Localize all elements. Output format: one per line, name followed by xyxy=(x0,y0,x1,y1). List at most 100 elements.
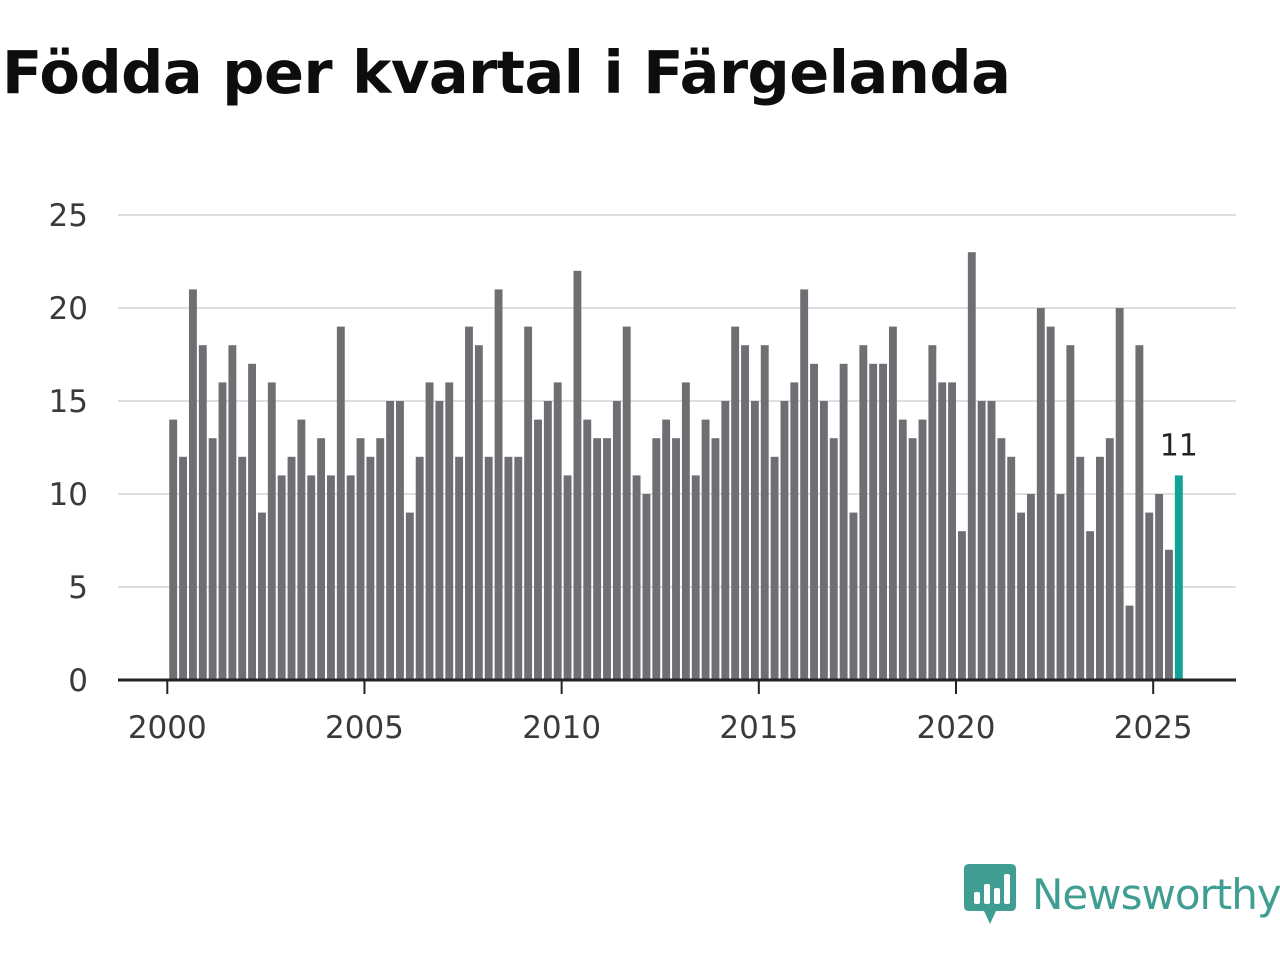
bar-2001-q1 xyxy=(208,438,217,680)
y-tick-label-0: 0 xyxy=(68,663,88,699)
bar-2017-q2 xyxy=(849,512,858,680)
bar-2023-q4 xyxy=(1105,438,1114,680)
y-tick-label-10: 10 xyxy=(49,477,88,513)
bar-2013-q4 xyxy=(711,438,720,680)
bar-2023-q1 xyxy=(1076,456,1085,680)
x-tick-label-2005: 2005 xyxy=(325,710,404,746)
bar-2025-q2 xyxy=(1165,549,1173,680)
bar-2005-q3 xyxy=(386,401,395,680)
bar-2008-q4 xyxy=(514,456,523,680)
bar-2004-q2 xyxy=(336,326,345,680)
bar-2019-q1 xyxy=(918,419,927,680)
bar-2005-q1 xyxy=(366,456,375,680)
bar-2009-q3 xyxy=(543,401,552,680)
bar-2022-q4 xyxy=(1066,345,1075,680)
bar-2002-q1 xyxy=(248,363,257,680)
bar-2021-q2 xyxy=(1007,456,1016,680)
bar-2013-q3 xyxy=(701,419,710,680)
bar-2016-q2 xyxy=(810,363,818,680)
bar-2000-q4 xyxy=(198,345,207,680)
bar-2024-q1 xyxy=(1115,308,1124,680)
bar-2021-q4 xyxy=(1026,494,1035,680)
x-tick-label-2010: 2010 xyxy=(522,710,601,746)
bar-2000-q2 xyxy=(179,456,188,680)
bar-2019-q2 xyxy=(928,345,937,680)
bar-2018-q1 xyxy=(879,363,887,680)
bar-2016-q4 xyxy=(829,438,838,680)
bar-2022-q1 xyxy=(1036,308,1045,680)
bar-2013-q1 xyxy=(681,382,690,680)
bar-2019-q4 xyxy=(948,382,957,680)
bar-2008-q2 xyxy=(494,289,503,680)
bar-2003-q2 xyxy=(297,419,306,680)
bar-2019-q3 xyxy=(938,382,947,680)
bar-2016-q1 xyxy=(800,289,809,680)
bar-2017-q4 xyxy=(869,363,878,680)
newsworthy-logo-icon xyxy=(964,864,1016,924)
chart-title: Födda per kvartal i Färgelanda xyxy=(2,38,1011,107)
bar-2002-q3 xyxy=(267,382,276,680)
y-tick-label-5: 5 xyxy=(68,570,88,606)
bar-2000-q3 xyxy=(188,289,197,680)
bar-2012-q1 xyxy=(642,494,651,680)
bar-2007-q4 xyxy=(474,345,483,680)
bar-2008-q1 xyxy=(484,456,493,680)
axes xyxy=(118,678,1236,694)
bar-2017-q3 xyxy=(859,345,868,680)
bar-2001-q4 xyxy=(238,456,247,680)
bar-2015-q3 xyxy=(780,401,789,680)
bar-2015-q1 xyxy=(760,345,769,680)
bar-2016-q3 xyxy=(819,401,828,680)
bar-2020-q4 xyxy=(987,401,996,680)
bar-2018-q3 xyxy=(898,419,907,680)
bar-2025-q1 xyxy=(1155,494,1164,680)
newsworthy-brand[interactable]: Newsworthy xyxy=(964,864,1280,926)
bar-2014-q1 xyxy=(721,401,730,680)
bar-2004-q1 xyxy=(327,475,335,680)
x-tick-label-2020: 2020 xyxy=(917,710,996,746)
x-tick-label-2015: 2015 xyxy=(719,710,798,746)
bar-2001-q2 xyxy=(218,382,227,680)
bar-2020-q3 xyxy=(977,401,986,680)
bar-2020-q2 xyxy=(967,252,976,680)
bar-2023-q2 xyxy=(1086,531,1095,680)
bar-2006-q1 xyxy=(405,512,414,680)
brand-name: Newsworthy xyxy=(1032,870,1280,919)
bar-2005-q2 xyxy=(376,438,385,680)
bar-2006-q2 xyxy=(415,456,424,680)
bar-2011-q3 xyxy=(622,326,631,680)
bar-2014-q2 xyxy=(731,326,740,680)
bar-2008-q3 xyxy=(504,456,513,680)
bar-2010-q2 xyxy=(573,270,582,680)
bar-2002-q2 xyxy=(257,512,266,680)
bar-2014-q4 xyxy=(750,401,759,680)
bar-2022-q3 xyxy=(1056,494,1065,680)
bar-2003-q3 xyxy=(307,475,316,680)
bar-2004-q3 xyxy=(346,475,355,680)
bar-2014-q3 xyxy=(741,345,749,680)
bar-2007-q1 xyxy=(445,382,454,680)
bar-2007-q3 xyxy=(465,326,473,680)
bar-2010-q3 xyxy=(583,419,592,680)
bar-2001-q3 xyxy=(228,345,237,680)
bar-2025-q3 xyxy=(1174,475,1183,680)
x-tick-label-2000: 2000 xyxy=(128,710,207,746)
bar-2022-q2 xyxy=(1046,326,1055,680)
bar-2011-q4 xyxy=(632,475,641,680)
bar-2009-q4 xyxy=(553,382,562,680)
bar-2015-q2 xyxy=(770,456,779,680)
bar-2011-q1 xyxy=(603,438,611,680)
bar-2024-q2 xyxy=(1125,605,1134,680)
bar-2004-q4 xyxy=(356,438,365,680)
bar-2011-q2 xyxy=(612,401,621,680)
bar-2018-q4 xyxy=(908,438,917,680)
bar-2013-q2 xyxy=(691,475,700,680)
bar-2003-q1 xyxy=(287,456,296,680)
bar-2012-q4 xyxy=(672,438,680,680)
bar-2005-q4 xyxy=(396,401,404,680)
bar-2009-q2 xyxy=(534,419,542,680)
bar-2023-q3 xyxy=(1096,456,1104,680)
bar-2006-q3 xyxy=(425,382,434,680)
